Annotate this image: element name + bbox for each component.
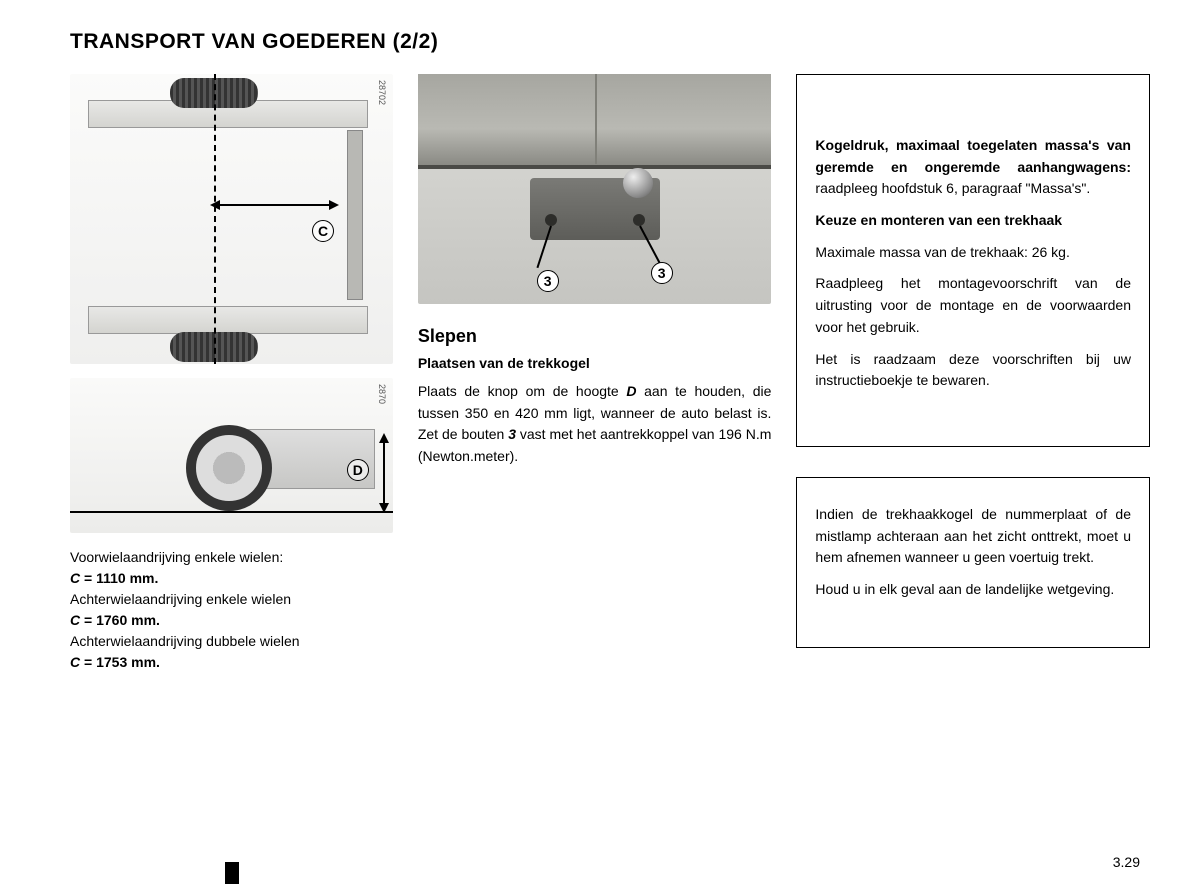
- section-heading-slepen: Slepen: [418, 326, 772, 347]
- body-symbol-d: D: [626, 383, 636, 399]
- callout-3-left: 3: [537, 270, 559, 292]
- column-left: 28702 C 2870 D Voorwielaandrijving enkel…: [70, 74, 393, 678]
- box1-lead-rest: raadpleeg hoofdstuk 6, paragraaf "Massa'…: [815, 180, 1090, 196]
- callout-3-right: 3: [651, 262, 673, 284]
- page-title: TRANSPORT VAN GOEDEREN (2/2): [70, 30, 1150, 54]
- hitch-ball: [623, 168, 653, 198]
- c1-symbol: C: [70, 570, 80, 586]
- dimension-arrow-d: [383, 435, 385, 511]
- content-columns: 28702 C 2870 D Voorwielaandrijving enkel…: [70, 74, 1150, 678]
- dimension-label-d: D: [347, 459, 369, 481]
- box1-p3: Het is raadzaam deze voorschriften bij u…: [815, 349, 1131, 392]
- body-pre: Plaats de knop om de hoogte: [418, 383, 627, 399]
- page-number: 3.29: [1113, 854, 1140, 870]
- figure-towbar-photo: 30004 3 3: [418, 74, 772, 304]
- c3-value: = 1753 mm.: [80, 654, 160, 670]
- figure-top-left: 28702 C: [70, 74, 393, 364]
- subheading-plaatsen: Plaatsen van de trekkogel: [418, 355, 772, 371]
- box2-p2: Houd u in elk geval aan de landelijke we…: [815, 579, 1131, 601]
- left-dimensions-text: Voorwielaandrijving enkele wielen: C = 1…: [70, 547, 393, 673]
- figure-bottom-left: 2870 D: [70, 378, 393, 533]
- info-box-specs: Kogeldruk, maximaal toegelaten massa's v…: [796, 74, 1150, 447]
- axle-centerline: [214, 74, 216, 364]
- crop-mark: [225, 862, 239, 884]
- bumper-seam: [595, 74, 597, 164]
- box1-p2: Raadpleeg het montagevoorschrift van de …: [815, 273, 1131, 338]
- box2-p1: Indien de trekhaakkogel de nummerplaat o…: [815, 504, 1131, 569]
- body-symbol-3: 3: [508, 426, 516, 442]
- tow-arm: [347, 130, 363, 300]
- ground-line: [70, 511, 393, 513]
- c2-symbol: C: [70, 612, 80, 628]
- rw-double-label: Achterwielaandrijving dubbele wielen: [70, 633, 300, 649]
- figure-id: 2870: [377, 384, 387, 404]
- info-box-warning: Indien de trekhaakkogel de nummerplaat o…: [796, 477, 1150, 648]
- figure-id: 28702: [377, 80, 387, 105]
- rw-single-label: Achterwielaandrijving enkele wielen: [70, 591, 291, 607]
- dimension-label-c: C: [312, 220, 334, 242]
- fw-single-label: Voorwielaandrijving enkele wielen:: [70, 549, 283, 565]
- dimension-arrow-c: [212, 204, 337, 206]
- c2-value: = 1760 mm.: [80, 612, 160, 628]
- column-middle: 30004 3 3 Slepen Plaatsen van de trekkog…: [418, 74, 772, 678]
- column-right: Kogeldruk, maximaal toegelaten massa's v…: [796, 74, 1150, 678]
- chassis-rail-bottom: [88, 306, 368, 334]
- bolt-right: [633, 214, 645, 226]
- bolt-left: [545, 214, 557, 226]
- c1-value: = 1110 mm.: [80, 570, 158, 586]
- box1-lead: Kogeldruk, maximaal toegelaten massa's v…: [815, 137, 1131, 175]
- wheel-side-view: [186, 425, 272, 511]
- box1-subheading: Keuze en monteren van een trekhaak: [815, 210, 1131, 232]
- c3-symbol: C: [70, 654, 80, 670]
- box1-p1: Maximale massa van de trekhaak: 26 kg.: [815, 242, 1131, 264]
- body-paragraph: Plaats de knop om de hoogte D aan te hou…: [418, 381, 772, 468]
